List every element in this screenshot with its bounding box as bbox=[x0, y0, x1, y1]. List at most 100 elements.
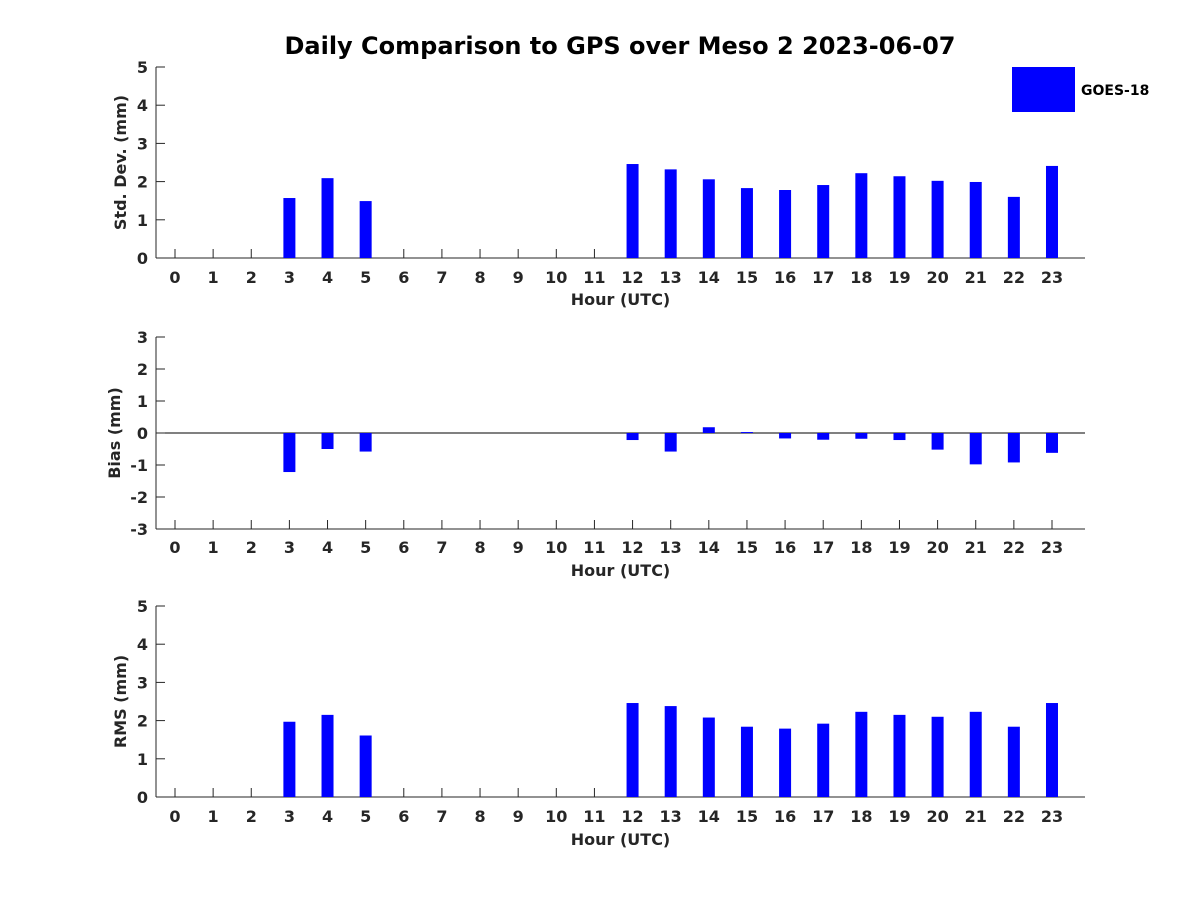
x-tick-label: 23 bbox=[1041, 807, 1063, 826]
y-tick-label: 4 bbox=[137, 635, 148, 654]
y-tick-label: 2 bbox=[137, 173, 148, 192]
x-tick-label: 8 bbox=[474, 538, 485, 557]
y-tick-label: 1 bbox=[137, 392, 148, 411]
x-tick-label: 7 bbox=[436, 807, 447, 826]
y-axis-label: Std. Dev. (mm) bbox=[111, 95, 130, 230]
y-tick-label: 3 bbox=[137, 134, 148, 153]
bar-hour-18 bbox=[855, 173, 868, 258]
x-tick-label: 4 bbox=[322, 538, 333, 557]
bar-hour-17 bbox=[817, 185, 830, 258]
y-tick-label: -2 bbox=[130, 488, 148, 507]
x-tick-label: 16 bbox=[774, 807, 796, 826]
y-tick-label: 0 bbox=[137, 249, 148, 268]
y-tick-label: -1 bbox=[130, 456, 148, 475]
bar-hour-20 bbox=[931, 433, 944, 450]
bar-hour-12 bbox=[626, 703, 639, 797]
chart-title: Daily Comparison to GPS over Meso 2 2023… bbox=[284, 32, 955, 60]
bar-hour-13 bbox=[664, 433, 677, 452]
bar-hour-22 bbox=[1007, 726, 1020, 797]
x-tick-label: 11 bbox=[583, 538, 605, 557]
bar-hour-13 bbox=[664, 169, 677, 258]
bar-hour-3 bbox=[283, 433, 296, 473]
x-tick-label: 13 bbox=[660, 538, 682, 557]
x-tick-label: 9 bbox=[513, 807, 524, 826]
x-tick-label: 13 bbox=[660, 268, 682, 287]
y-tick-label: 5 bbox=[137, 58, 148, 77]
x-tick-label: 22 bbox=[1003, 268, 1025, 287]
x-tick-label: 20 bbox=[926, 538, 948, 557]
x-tick-label: 5 bbox=[360, 538, 371, 557]
x-tick-label: 8 bbox=[474, 807, 485, 826]
x-tick-label: 23 bbox=[1041, 268, 1063, 287]
bar-hour-16 bbox=[779, 190, 792, 258]
x-tick-label: 10 bbox=[545, 538, 567, 557]
x-tick-label: 4 bbox=[322, 807, 333, 826]
x-tick-label: 21 bbox=[965, 538, 987, 557]
x-tick-label: 3 bbox=[284, 807, 295, 826]
x-axis-label: Hour (UTC) bbox=[571, 830, 671, 849]
x-tick-label: 16 bbox=[774, 268, 796, 287]
y-tick-label: 4 bbox=[137, 96, 148, 115]
x-tick-label: 16 bbox=[774, 538, 796, 557]
x-tick-label: 22 bbox=[1003, 807, 1025, 826]
bar-hour-12 bbox=[626, 164, 639, 258]
bar-hour-21 bbox=[969, 181, 982, 258]
y-tick-label: 1 bbox=[137, 211, 148, 230]
x-tick-label: 21 bbox=[965, 807, 987, 826]
x-tick-label: 23 bbox=[1041, 538, 1063, 557]
x-tick-label: 15 bbox=[736, 807, 758, 826]
x-tick-label: 5 bbox=[360, 268, 371, 287]
x-tick-label: 9 bbox=[513, 538, 524, 557]
bar-hour-15 bbox=[740, 432, 753, 434]
bar-hour-3 bbox=[283, 721, 296, 797]
x-tick-label: 7 bbox=[436, 268, 447, 287]
x-tick-label: 12 bbox=[621, 807, 643, 826]
x-tick-label: 1 bbox=[208, 268, 219, 287]
bar-hour-23 bbox=[1045, 433, 1058, 453]
bar-hour-23 bbox=[1045, 165, 1058, 258]
bar-hour-18 bbox=[855, 433, 868, 439]
bar-hour-16 bbox=[779, 728, 792, 797]
x-tick-label: 1 bbox=[208, 807, 219, 826]
x-tick-label: 11 bbox=[583, 807, 605, 826]
bar-hour-5 bbox=[359, 735, 372, 797]
bar-hour-17 bbox=[817, 433, 830, 440]
x-tick-label: 0 bbox=[169, 807, 180, 826]
y-tick-label: 1 bbox=[137, 750, 148, 769]
x-tick-label: 6 bbox=[398, 807, 409, 826]
bar-hour-14 bbox=[702, 179, 715, 258]
y-tick-label: 3 bbox=[137, 328, 148, 347]
x-tick-label: 7 bbox=[436, 538, 447, 557]
x-tick-label: 3 bbox=[284, 538, 295, 557]
x-tick-label: 21 bbox=[965, 268, 987, 287]
bar-hour-14 bbox=[702, 427, 715, 433]
y-tick-label: 2 bbox=[137, 712, 148, 731]
x-tick-label: 20 bbox=[926, 268, 948, 287]
x-tick-label: 9 bbox=[513, 268, 524, 287]
bar-hour-22 bbox=[1007, 433, 1020, 463]
x-tick-label: 6 bbox=[398, 538, 409, 557]
x-tick-label: 11 bbox=[583, 268, 605, 287]
x-tick-label: 6 bbox=[398, 268, 409, 287]
bar-hour-4 bbox=[321, 178, 334, 258]
x-tick-label: 0 bbox=[169, 268, 180, 287]
x-tick-label: 19 bbox=[888, 538, 910, 557]
x-tick-label: 12 bbox=[621, 538, 643, 557]
x-tick-label: 14 bbox=[698, 807, 720, 826]
bar-hour-21 bbox=[969, 711, 982, 797]
x-tick-label: 2 bbox=[246, 268, 257, 287]
y-tick-label: 2 bbox=[137, 360, 148, 379]
x-axis-label: Hour (UTC) bbox=[571, 561, 671, 580]
bar-hour-4 bbox=[321, 714, 334, 797]
y-axis-label: RMS (mm) bbox=[111, 655, 130, 748]
y-axis-label: Bias (mm) bbox=[105, 387, 124, 479]
bar-hour-3 bbox=[283, 198, 296, 258]
legend-swatch bbox=[1012, 67, 1075, 112]
bar-hour-18 bbox=[855, 711, 868, 797]
bar-hour-15 bbox=[740, 188, 753, 258]
x-tick-label: 18 bbox=[850, 268, 872, 287]
x-tick-label: 18 bbox=[850, 807, 872, 826]
